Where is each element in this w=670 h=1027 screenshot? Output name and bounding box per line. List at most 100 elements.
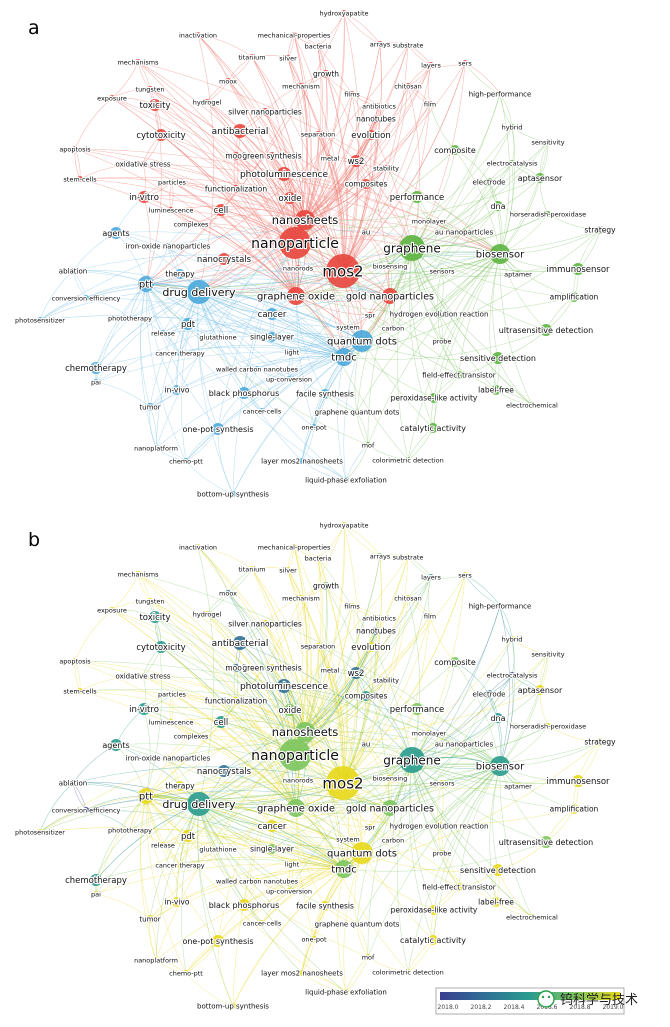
keyword-node-chemo-ptt[interactable] [183,458,189,464]
keyword-node-sensitive-detection[interactable] [492,352,504,364]
keyword-node-bottom-up-synthesis[interactable] [230,491,236,497]
keyword-node-oxide[interactable] [284,704,296,716]
keyword-node-metal[interactable] [327,667,333,673]
keyword-node-peroxidase-like-activity[interactable] [429,393,439,403]
keyword-node-gold-nanoparticles[interactable] [382,800,398,816]
keyword-node-biosensing[interactable] [387,775,393,781]
keyword-node-cytotoxicity[interactable] [155,129,167,141]
keyword-node-strategy[interactable] [596,226,604,234]
keyword-node-release[interactable] [160,330,166,336]
keyword-node-peroxidase-like-activity[interactable] [429,905,439,915]
keyword-node-metal[interactable] [327,155,333,161]
keyword-node-titanium[interactable] [249,566,255,572]
keyword-node-photoluminescence[interactable] [277,679,291,693]
keyword-node-antibacterial[interactable] [233,636,247,650]
keyword-node-light[interactable] [289,349,295,355]
keyword-node-sers[interactable] [462,60,468,66]
keyword-node-tumor[interactable] [146,915,154,923]
keyword-node-chitosan[interactable] [405,595,411,601]
keyword-node-apoptosis[interactable] [72,146,78,152]
keyword-node-facile-synthesis[interactable] [320,901,330,911]
keyword-node-performance[interactable] [411,703,423,715]
keyword-node-up-conversion[interactable] [286,376,292,382]
keyword-node-quantum-dots[interactable] [351,330,373,352]
keyword-node-nanocrystals[interactable] [218,765,230,777]
keyword-node-separation[interactable] [315,131,321,137]
keyword-node-pai[interactable] [93,379,99,385]
keyword-node-conversion-efficiency[interactable] [83,295,89,301]
keyword-node-particles[interactable] [169,691,175,697]
keyword-node-chemotherapy[interactable] [90,874,102,886]
keyword-node-substrate[interactable] [405,554,411,560]
keyword-node-composites[interactable] [361,691,371,701]
keyword-node-mechanical-properties[interactable] [291,544,297,550]
keyword-node-in-vitro[interactable] [138,191,150,203]
keyword-node-graphene[interactable] [399,235,425,261]
keyword-node-silver-nanoparticles[interactable] [261,108,269,116]
keyword-node-graphene-oxide[interactable] [287,799,305,817]
keyword-node-facile-synthesis[interactable] [320,389,330,399]
keyword-node-horseradish-peroxidase[interactable] [545,211,551,217]
keyword-node-bacteria[interactable] [315,555,321,561]
keyword-node-quantum-dots[interactable] [351,842,373,864]
keyword-node-drug-delivery[interactable] [187,280,211,304]
keyword-node-chitosan[interactable] [405,83,411,89]
keyword-node-probe[interactable] [439,338,445,344]
keyword-node-cytotoxicity[interactable] [155,641,167,653]
keyword-node-au-nanoparticles[interactable] [461,229,467,235]
keyword-node-spr[interactable] [367,312,373,318]
keyword-node-system[interactable] [345,324,351,330]
keyword-node-photosensitizer[interactable] [37,829,43,835]
keyword-node-film[interactable] [427,613,433,619]
keyword-node-horseradish-peroxidase[interactable] [545,723,551,729]
keyword-node-arrays[interactable] [377,41,383,47]
keyword-node-tmdc[interactable] [335,860,353,878]
keyword-node-oxide[interactable] [284,192,296,204]
keyword-node-arrays[interactable] [377,553,383,559]
keyword-node-mechanism[interactable] [298,595,304,601]
keyword-node-single-layer[interactable] [267,844,277,854]
keyword-node-separation[interactable] [315,643,321,649]
keyword-node-film[interactable] [427,101,433,107]
keyword-node-mof[interactable] [365,442,371,448]
keyword-node-hybrid[interactable] [509,124,515,130]
keyword-node-colorimetric-detection[interactable] [405,969,411,975]
keyword-node-evolution[interactable] [366,642,376,652]
keyword-node-cancer[interactable] [266,308,278,320]
keyword-node-electrode[interactable] [485,690,493,698]
keyword-node-toxicity[interactable] [149,611,161,623]
keyword-node-phototherapy[interactable] [127,827,133,833]
keyword-node-mechanism[interactable] [298,83,304,89]
keyword-node-gold-nanoparticles[interactable] [382,288,398,304]
keyword-node-iron-oxide-nanoparticles[interactable] [165,755,171,761]
keyword-node-carbon[interactable] [390,837,396,843]
keyword-node-nanorods[interactable] [295,777,301,783]
keyword-node-cancer[interactable] [266,820,278,832]
keyword-node-light[interactable] [289,861,295,867]
keyword-node-liquid-phase-exfoliation[interactable] [343,989,349,995]
keyword-node-luminescence[interactable] [168,207,174,213]
keyword-node-mechanisms[interactable] [135,571,141,577]
keyword-node-hybrid[interactable] [509,636,515,642]
keyword-node-antibiotics[interactable] [376,615,382,621]
keyword-node-growth[interactable] [322,70,330,78]
keyword-node-cancer-therapy[interactable] [177,862,183,868]
keyword-node-tungsten[interactable] [147,86,153,92]
keyword-node-ptt[interactable] [138,788,154,804]
keyword-node-substrate[interactable] [405,42,411,48]
keyword-node-one-pot[interactable] [311,424,317,430]
keyword-node-pdt[interactable] [182,830,194,842]
keyword-node-films[interactable] [349,603,355,609]
keyword-node-inactivation[interactable] [195,544,201,550]
keyword-node-iron-oxide-nanoparticles[interactable] [165,243,171,249]
keyword-node-nanosheets[interactable] [295,722,315,742]
keyword-node-sensitive-detection[interactable] [492,864,504,876]
keyword-node-cell[interactable] [215,204,227,216]
keyword-node-graphene-quantum-dots[interactable] [354,921,360,927]
keyword-node-drug-delivery[interactable] [187,792,211,816]
keyword-node-single-layer[interactable] [267,332,277,342]
keyword-node-cancer-cells[interactable] [259,408,265,414]
keyword-node-monolayer[interactable] [426,730,432,736]
keyword-node-one-pot-synthesis[interactable] [212,935,224,947]
keyword-node-walled-carbon-nanotubes[interactable] [254,366,260,372]
